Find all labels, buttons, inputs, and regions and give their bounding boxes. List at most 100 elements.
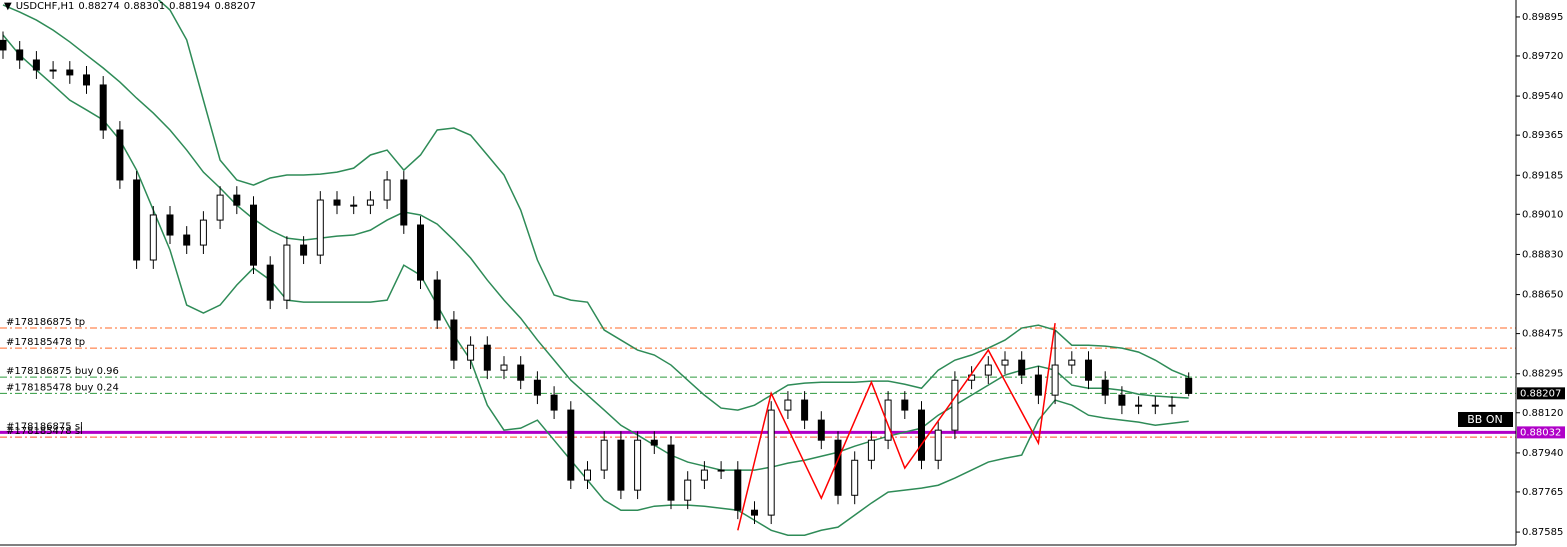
y-tick-label: 0.89185: [1522, 170, 1563, 181]
candle-body: [183, 234, 191, 246]
y-tick-label: 0.88475: [1522, 329, 1563, 340]
low: 0.88194: [169, 1, 211, 12]
collapse-triangle[interactable]: ▼: [4, 1, 12, 12]
candle-body: [717, 469, 725, 472]
candle-body: [83, 74, 90, 86]
candle-body: [316, 199, 324, 256]
candle-body: [867, 439, 875, 461]
candle-body: [1118, 394, 1126, 406]
candle-body: [350, 204, 358, 207]
candle-body: [1135, 404, 1143, 407]
order-label: #178186875 tp: [6, 317, 85, 328]
candle-body: [934, 429, 942, 461]
candle-body: [233, 194, 241, 206]
candle-body: [483, 344, 491, 371]
candle-body: [700, 469, 708, 481]
candle-body: [133, 179, 141, 261]
candle-body: [300, 244, 308, 256]
candle-body: [216, 194, 224, 221]
candle-body: [400, 179, 408, 226]
candle-body: [567, 409, 575, 481]
candle-body: [667, 444, 675, 501]
candle-body: [1185, 377, 1193, 394]
candle-body: [66, 69, 74, 76]
plot-area: #178186875 tp #178185478 tp #178186875 buy…: [0, 0, 1516, 536]
candle-body: [817, 419, 825, 441]
order-label: #178185478 sl: [6, 426, 83, 437]
symbol: USDCHF,H1: [15, 1, 75, 12]
candle-body: [801, 399, 809, 421]
candle-body: [584, 469, 591, 481]
price-tag-label: 0.88032: [1520, 427, 1561, 438]
zigzag-line: [737, 323, 1056, 531]
bollinger-upper: [157, 0, 1189, 411]
candle-body: [199, 219, 207, 246]
candle-body: [951, 379, 959, 431]
candle-body: [1001, 359, 1009, 366]
candle-body: [734, 469, 742, 511]
candle-body: [467, 344, 475, 361]
y-tick-label: 0.87940: [1522, 448, 1563, 459]
candle-body: [283, 244, 291, 301]
y-tick-label: 0.88830: [1522, 249, 1563, 260]
candle-body: [684, 479, 692, 501]
candle-body: [600, 439, 608, 471]
y-tick-label: 0.87765: [1522, 487, 1563, 498]
candle-body: [617, 439, 625, 491]
candle-body: [149, 214, 157, 261]
bb-button-label: BB ON: [1467, 413, 1502, 426]
candle-body: [517, 364, 525, 381]
candle-body: [500, 364, 508, 371]
order-label: #178186875 sl: [6, 421, 83, 432]
candle-body: [984, 364, 992, 376]
candle-body: [1085, 359, 1092, 381]
candle-body: [366, 199, 374, 206]
chart-header: ▼ USDCHF,H1 0.88274 0.88301 0.88194 0.88207: [4, 1, 260, 12]
bb-button-bg: [1458, 412, 1513, 427]
candle-body: [851, 459, 859, 496]
candle-body: [1151, 404, 1159, 407]
candle-body: [1034, 374, 1042, 396]
high: 0.88301: [123, 1, 166, 12]
current-price-tag: [1517, 387, 1565, 400]
candle-body: [250, 204, 257, 266]
candle-body: [32, 59, 40, 71]
order-label: #178185478 buy 0.24: [6, 382, 119, 393]
candle-body: [634, 439, 642, 491]
bollinger-middle: [2, 4, 1189, 471]
candle-body: [533, 379, 541, 396]
y-tick-label: 0.87585: [1522, 527, 1563, 538]
candle-body: [834, 439, 842, 496]
open: 0.88274: [78, 1, 120, 12]
candle-body: [99, 84, 107, 131]
order-label: #178185478 tp: [6, 337, 85, 348]
order-label: #178186875 buy 0.96: [6, 366, 119, 377]
y-tick-label: 0.89895: [1522, 12, 1563, 23]
candle-body: [1168, 404, 1176, 407]
candle-body: [266, 264, 274, 301]
candle-body: [433, 279, 441, 321]
candle-body: [650, 439, 658, 446]
candle-body: [417, 224, 424, 281]
y-tick-label: 0.89365: [1522, 130, 1563, 141]
candle-body: [784, 399, 792, 411]
y-tick-label: 0.88650: [1522, 290, 1563, 301]
candle-body: [16, 49, 24, 61]
y-tick-label: 0.89720: [1522, 51, 1563, 62]
candle-body: [383, 179, 391, 201]
candle-body: [550, 394, 558, 411]
candle-body: [1051, 364, 1059, 396]
candle-body: [767, 409, 775, 516]
close: 0.88207: [214, 1, 256, 12]
candle-body: [49, 69, 57, 72]
y-tick-label: 0.89540: [1522, 91, 1563, 102]
candle-body: [166, 214, 174, 236]
candle-body: [901, 399, 909, 411]
bb-button[interactable]: BB ON: [1458, 412, 1513, 427]
candle-body: [751, 509, 758, 516]
candle-body: [1068, 359, 1076, 366]
price-tag: [1517, 426, 1565, 439]
y-tick-label: 0.88295: [1522, 369, 1563, 380]
